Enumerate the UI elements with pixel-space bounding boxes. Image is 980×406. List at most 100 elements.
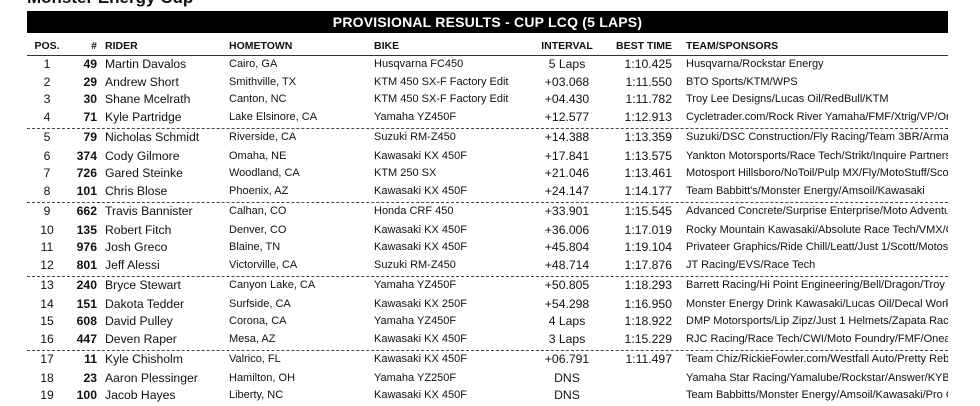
cell-rider: Nicholas Schmidt [105,129,200,144]
cell-pos: 5 [43,129,51,144]
cell-hometown: Surfside, CA [229,297,291,310]
cell-team: Motosport Hillsboro/NoToil/Pulp MX/Fly/M… [686,167,948,179]
cell-bike: Kawasaki KX 250F [374,297,467,310]
cell-hometown: Victorville, CA [229,258,298,271]
cell-best-time: 1:10.425 [624,57,672,71]
cell-interval: DNS [554,370,580,385]
cell-bike: Yamaha YZ450F [374,278,457,291]
cell-best-time: 1:15.229 [624,331,672,346]
header-rider: RIDER [105,40,138,52]
cell-team: Cycletrader.com/Rock River Yamaha/FMF/Xt… [686,110,948,123]
cell-team: Monster Energy Drink Kawasaki/Lucas Oil/… [686,297,948,310]
cell-team: JT Racing/EVS/Race Tech [686,258,816,271]
cell-rider: Josh Greco [105,240,168,254]
cell-bike: Yamaha YZ450F [374,110,457,123]
cell-rider: Cody Gilmore [105,148,180,163]
cell-rider: Shane Mcelrath [105,92,191,106]
table-row: 1 49 Martin Davalos Cairo, GA Husqvarna FC45… [27,56,948,74]
cell-pos: 11 [40,240,54,254]
table-row: 13 240 Bryce Stewart Canyon Lake, CA Yamaha … [27,275,948,296]
table-row: 5 79 Nicholas Schmidt Riverside, CA Suzuki R… [27,127,948,148]
cell-number: 662 [76,203,97,218]
cell-pos: 4 [43,109,51,124]
cell-interval: +45.804 [544,240,590,254]
cell-number: 71 [83,109,97,124]
cell-team: Team Chiz/RickieFowler.com/Westfall Auto… [686,352,948,365]
cell-interval: 4 Laps [548,314,586,328]
document-title: Monster Energy Cup [27,0,193,8]
cell-rider: Jeff Alessi [105,257,160,272]
cell-hometown: Phoenix, AZ [229,184,289,197]
cell-number: 135 [76,222,97,237]
results-table: POS. # RIDER HOMETOWN BIKE INTERVAL BEST… [27,37,948,405]
cell-team: Rocky Mountain Kawasaki/Absolute Race Te… [686,223,948,236]
cell-pos: 16 [40,331,54,346]
cell-bike: Suzuki RM-Z450 [374,130,456,143]
header-team: TEAM/SPONSORS [686,40,779,52]
cell-rider: Aaron Plessinger [105,370,198,385]
header-interval: INTERVAL [541,40,593,52]
cell-bike: Suzuki RM-Z450 [374,258,456,271]
cell-hometown: Woodland, CA [229,167,300,179]
cell-rider: David Pulley [105,314,173,328]
cell-bike: Kawasaki KX 450F [374,389,467,401]
cell-hometown: Canton, NC [229,93,287,105]
cell-number: 79 [83,129,97,144]
cell-rider: Travis Bannister [105,203,193,218]
cell-pos: 8 [43,183,51,198]
cell-interval: DNS [554,388,580,402]
table-row: 14 151 Dakota Tedder Surfside, CA Kawasaki K… [27,296,948,314]
header-number: # [91,40,97,52]
cell-number: 49 [83,57,97,71]
cell-pos: 7 [43,166,51,180]
cell-number: 23 [83,370,97,385]
cell-best-time: 1:16.950 [624,296,672,311]
cell-rider: Gared Steinke [105,166,183,180]
cell-best-time: 1:12.913 [624,109,672,124]
cell-bike: KTM 450 SX-F Factory Edit [374,75,509,88]
cell-pos: 13 [40,277,54,292]
cell-team: RJC Racing/Race Tech/CWI/Moto Foundry/FM… [686,332,948,345]
cell-hometown: Cairo, GA [229,58,278,70]
cell-pos: 18 [40,370,54,385]
cell-bike: Honda CRF 450 [374,204,454,217]
table-row: 15 608 David Pulley Corona, CA Yamaha YZ450F… [27,313,948,331]
cell-number: 976 [76,240,97,254]
cell-best-time: 1:18.922 [624,314,672,328]
cell-hometown: Mesa, AZ [229,332,276,345]
cell-number: 29 [83,74,97,89]
cell-pos: 15 [40,314,54,328]
cell-team: Team Babbitts/Monster Energy/Amsoil/Kawa… [686,389,948,401]
table-row: 6 374 Cody Gilmore Omaha, NE Kawasaki KX 450… [27,148,948,166]
table-row: 9 662 Travis Bannister Calhan, CO Honda CRF … [27,201,948,222]
cell-team: Husqvarna/Rockstar Energy [686,58,824,70]
table-row: 16 447 Deven Raper Mesa, AZ Kawasaki KX 450F… [27,331,948,349]
cell-hometown: Denver, CO [229,223,287,236]
cell-best-time: 1:13.461 [624,166,672,180]
cell-interval: 3 Laps [548,331,586,346]
cell-interval: +17.841 [544,148,590,163]
cell-interval: +24.147 [544,183,590,198]
cell-pos: 1 [43,57,51,71]
cell-best-time: 1:17.019 [624,222,672,237]
cell-hometown: Blaine, TN [229,241,281,253]
cell-bike: KTM 450 SX-F Factory Edit [374,93,509,105]
cell-rider: Deven Raper [105,331,177,346]
table-row: 4 71 Kyle Partridge Lake Elsinore, CA Yamaha… [27,109,948,127]
cell-best-time: 1:13.359 [624,129,672,144]
cell-pos: 10 [40,222,54,237]
cell-rider: Dakota Tedder [105,296,185,311]
cell-bike: KTM 250 SX [374,167,437,179]
cell-rider: Martin Davalos [105,57,187,71]
cell-interval: +14.388 [544,129,590,144]
cell-pos: 14 [40,296,54,311]
cell-bike: Kawasaki KX 450F [374,352,467,365]
cell-team: Suzuki/DSC Construction/Fly Racing/Team … [686,130,948,143]
cell-hometown: Corona, CA [229,315,287,327]
cell-number: 374 [76,148,97,163]
table-row: 3 30 Shane Mcelrath Canton, NC KTM 450 SX-F … [27,91,948,109]
cell-interval: +04.430 [544,92,590,106]
cell-bike: Kawasaki KX 450F [374,184,467,197]
cell-interval: +48.714 [544,257,590,272]
cell-interval: +06.791 [544,351,590,366]
